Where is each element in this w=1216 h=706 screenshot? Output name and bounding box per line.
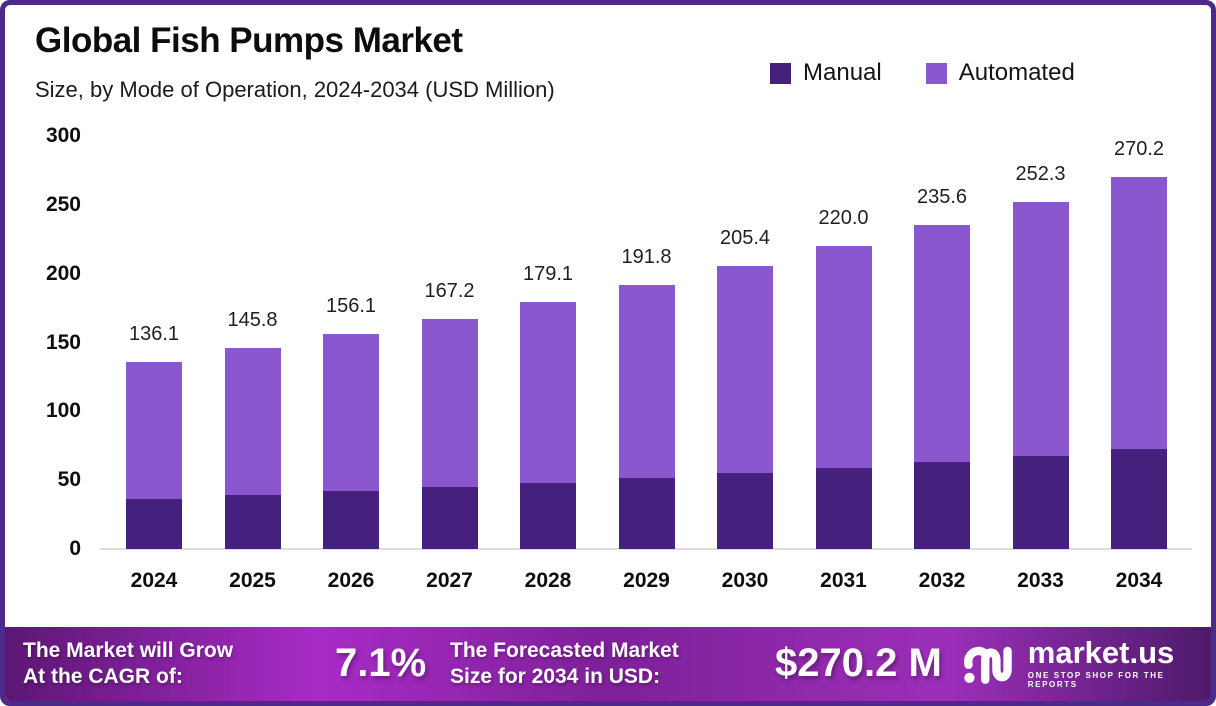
cagr-value: 7.1% <box>335 641 427 685</box>
bar-value-label: 235.6 <box>916 185 968 208</box>
manual-swatch-icon <box>770 62 791 84</box>
bar-value-label: 136.1 <box>128 322 180 345</box>
bar-segment-automated <box>815 246 872 468</box>
bar-value-label: 167.2 <box>424 279 475 302</box>
bar-segment-manual <box>815 467 872 549</box>
bar-value-label: 220.0 <box>818 207 869 230</box>
bar-value-label: 191.8 <box>621 245 672 268</box>
x-axis-tick-label: 2030 <box>721 569 769 592</box>
bar-segment-automated <box>224 348 281 496</box>
bar-value-label: 205.4 <box>719 227 771 250</box>
bar-value-label: 252.3 <box>1015 162 1066 185</box>
forecast-label: The Forecasted Market Size for 2034 in U… <box>450 639 679 688</box>
bar-segment-manual <box>914 461 970 549</box>
x-axis-tick-label: 2028 <box>524 569 572 592</box>
bar-segment-automated <box>520 302 576 483</box>
y-axis-tick-label: 200 <box>45 261 81 285</box>
bar-segment-manual <box>1012 455 1069 549</box>
bar-segment-automated <box>126 361 182 499</box>
bar-value-label: 145.8 <box>227 309 278 332</box>
y-axis-tick-label: 250 <box>45 192 81 216</box>
x-axis-tick-label: 2027 <box>426 569 473 592</box>
y-axis-tick-label: 300 <box>45 124 81 147</box>
bar-segment-automated <box>1111 177 1167 450</box>
x-axis-line <box>100 548 1192 550</box>
bar-segment-manual <box>421 487 478 549</box>
y-axis-tick-label: 0 <box>69 537 81 560</box>
bar-segment-automated <box>914 224 970 462</box>
bar-segment-manual <box>520 482 576 549</box>
footer-banner: The Market will Grow At the CAGR of: 7.1… <box>5 627 1211 701</box>
bar-segment-manual <box>126 498 182 549</box>
y-axis-tick-label: 100 <box>45 399 81 423</box>
chart-legend: Manual Automated <box>770 59 1075 87</box>
brand-name: market.us <box>1027 635 1175 670</box>
x-axis-tick-label: 2026 <box>327 569 375 592</box>
page-subtitle: Size, by Mode of Operation, 2024-2034 (U… <box>35 77 555 102</box>
bar-segment-automated <box>618 284 675 479</box>
legend-item-automated: Automated <box>925 59 1075 87</box>
x-axis-tick-label: 2029 <box>623 569 670 592</box>
bar-segment-automated <box>323 334 379 492</box>
bar-segment-manual <box>224 495 281 549</box>
bar-value-label: 156.1 <box>325 295 377 318</box>
bar-segment-automated <box>421 318 478 488</box>
x-axis-tick-label: 2031 <box>820 569 867 592</box>
bar-segment-automated <box>717 266 773 474</box>
bar-segment-automated <box>1012 201 1069 456</box>
bar-segment-manual <box>1111 449 1167 549</box>
x-axis-tick-label: 2024 <box>130 569 178 592</box>
automated-swatch-icon <box>925 62 947 84</box>
legend-item-manual: Manual <box>770 59 882 87</box>
brand-logo: market.us ONE STOP SHOP FOR THE REPORTS <box>962 637 1211 689</box>
bar-chart-plot: 0 50 100 150 200 250 300 136.1 2024 145.8 2025 156.… <box>5 5 1211 701</box>
bar-value-label: 179.1 <box>522 263 574 286</box>
legend-label-manual: Manual <box>803 59 882 86</box>
x-axis-tick-label: 2034 <box>1115 569 1163 592</box>
bar-segment-manual <box>618 478 675 549</box>
x-axis-tick-label: 2025 <box>229 569 276 592</box>
forecast-value: $270.2 M <box>775 641 942 685</box>
x-axis-tick-label: 2032 <box>918 569 966 592</box>
y-axis-tick-label: 50 <box>57 468 81 492</box>
bar-value-label: 270.2 <box>1113 138 1165 161</box>
bar-segment-manual <box>717 473 773 549</box>
marketus-logo-icon <box>964 646 1012 684</box>
page-title: Global Fish Pumps Market <box>35 21 463 60</box>
y-axis-tick-label: 150 <box>45 330 81 354</box>
legend-label-automated: Automated <box>958 59 1075 86</box>
bar-segment-manual <box>323 491 379 549</box>
brand-tagline: ONE STOP SHOP FOR THE REPORTS <box>1027 671 1165 689</box>
x-axis-tick-label: 2033 <box>1017 569 1064 592</box>
cagr-label: The Market will Grow At the CAGR of: <box>23 639 234 688</box>
